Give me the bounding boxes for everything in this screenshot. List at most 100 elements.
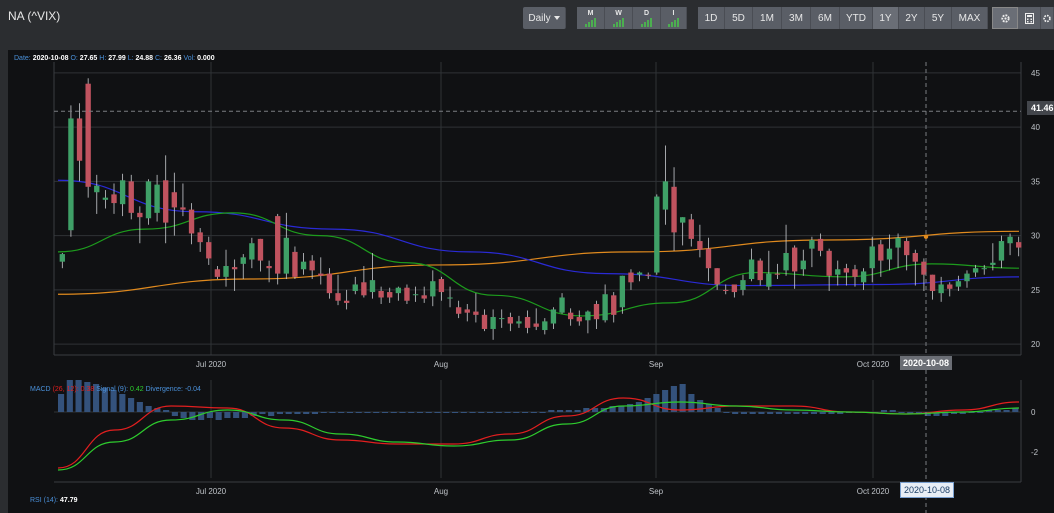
macd-histogram-bar [399,412,406,413]
macd-histogram-bar [819,412,826,414]
macd-sep: : [76,386,79,393]
period-button-i[interactable]: I [661,7,687,29]
candle-body [671,186,677,233]
candle-body [697,241,703,250]
candle-body [326,273,333,294]
candle-body [921,261,927,275]
candle-body [481,314,488,329]
candle-body [748,259,755,280]
macd-tick-label: 0 [1031,408,1036,417]
macd-histogram-bar [259,412,266,414]
x-tick-label: Aug [434,487,448,496]
macd-histogram-bar [206,412,213,418]
x-tick-label: Oct 2020 [857,360,890,369]
candle-body [499,318,505,320]
macd-histogram-bar [539,412,546,413]
settings-button[interactable] [992,7,1018,29]
extra-tool-button[interactable] [1041,7,1054,29]
macd-histogram-bar [635,402,642,412]
macd-histogram-bar [565,410,572,412]
macd-histogram-bar [828,412,835,414]
moving-average-long [57,230,1020,295]
macd-tick-label: -2 [1031,448,1039,457]
macd-histogram-bar [749,412,756,414]
range-ytd[interactable]: YTD [840,7,873,29]
candle-body [240,257,246,264]
macd-histogram-bar [557,410,564,412]
low-value: 24.88 [135,55,154,62]
macd-histogram-bar [311,412,319,414]
candle-body [111,194,117,204]
range-5d[interactable]: 5D [725,7,753,29]
macd-histogram-bar [609,406,616,412]
divergence-label: Divergence: [145,386,183,393]
range-1d[interactable]: 1D [698,7,725,29]
range-5y[interactable]: 5Y [925,7,952,29]
candle-body [369,280,376,293]
candle-body [490,317,496,329]
candle-body [852,269,858,277]
candle-body [318,273,324,276]
macd-histogram-bar [977,412,984,413]
macd-histogram-bar [66,380,73,412]
macd-histogram-bar [180,412,187,418]
macd-histogram-bar [495,412,502,413]
candle-body [817,238,824,251]
range-6m[interactable]: 6M [811,7,840,29]
y-tick-label: 40 [1031,123,1040,132]
candle-body [300,261,307,270]
macd-histogram-bar [145,406,152,412]
range-1y[interactable]: 1Y [873,7,899,29]
macd-histogram-bar [898,412,905,413]
macd-histogram-bar [93,384,100,412]
macd-histogram-bar [198,412,205,420]
period-button-w[interactable]: W [605,7,633,29]
macd-histogram-bar [1012,408,1019,412]
macd-histogram-bar [688,394,695,412]
macd-histogram-bar [329,412,336,413]
macd-histogram-bar [390,412,397,413]
macd-histogram-bar [504,412,511,413]
macd-histogram-bar [530,412,537,413]
candle-body [197,232,203,243]
candle-body [955,281,962,287]
period-label: M [587,9,594,17]
candle-body [636,272,643,275]
macd-histogram-bar [224,412,231,418]
bar-chart-icon [668,17,679,27]
candle-body [990,262,996,265]
candle-body [929,274,936,291]
range-max[interactable]: MAX [952,7,988,29]
range-3m[interactable]: 3M [782,7,811,29]
volume-value: 0.000 [197,55,215,62]
macd-histogram-bar [574,410,581,412]
macd-histogram-bar [627,404,634,412]
candle-body [981,268,987,270]
candle-body [602,294,608,321]
period-button-m[interactable]: M [577,7,605,29]
candle-body [507,317,514,324]
calculator-button[interactable] [1018,7,1041,29]
macd-histogram-bar [478,412,485,413]
candle-body [145,181,152,219]
period-label: I [672,9,675,17]
macd-histogram-bar [513,412,520,413]
macd-histogram-bar [775,412,783,414]
range-1m[interactable]: 1M [753,7,782,29]
close-label: C: [155,55,162,62]
candle-body [912,252,918,262]
macd-value: 0.38 [80,386,95,393]
candle-body [611,295,617,315]
range-2y[interactable]: 2Y [899,7,925,29]
x-tick-label: Sep [649,487,664,496]
macd-histogram-bar [950,412,958,414]
macd-histogram-bar [933,412,940,416]
macd-histogram-bar [215,412,222,420]
macd-histogram-bar [959,412,966,414]
interval-dropdown[interactable]: Daily [523,7,566,29]
price-chart-svg[interactable]: 20 25 30 35 40 45 Jul 2020 Jul 2020 Aug Aug Sep Sep… [8,50,1054,513]
period-button-d[interactable]: D [633,7,661,29]
macd-histogram-bar [128,398,135,412]
candle-body [878,244,884,261]
candle-body [171,192,177,208]
